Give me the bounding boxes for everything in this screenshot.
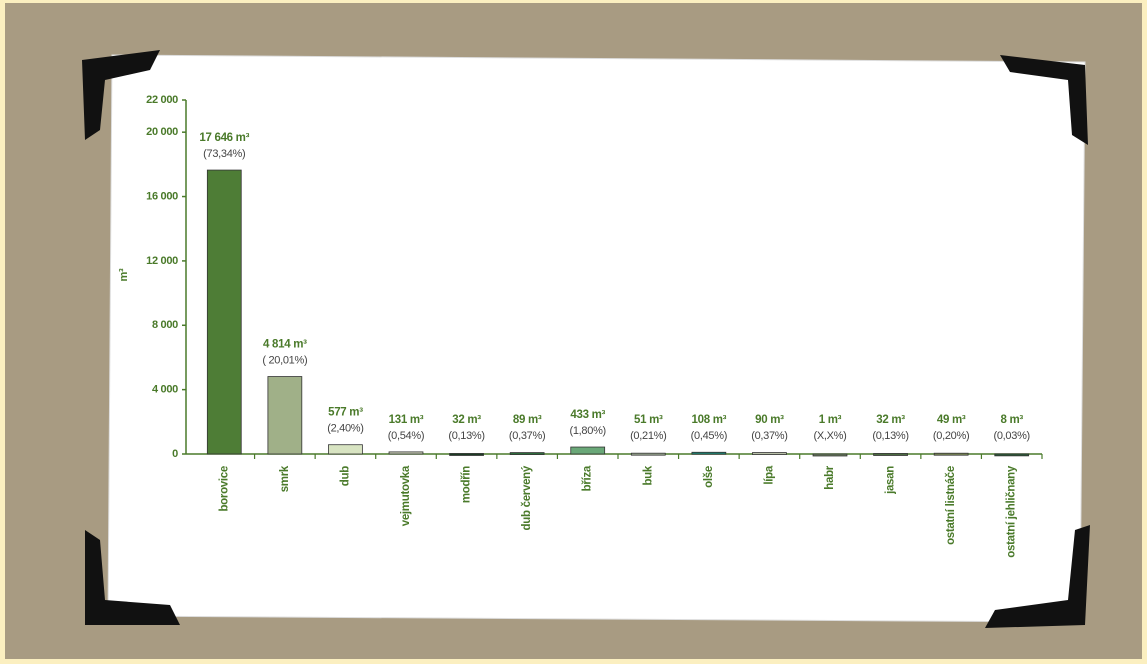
bar xyxy=(449,453,484,456)
x-tick-label: vejmutovka xyxy=(400,465,412,526)
percent-label: (0,03%) xyxy=(994,430,1030,442)
percent-label: (0,13%) xyxy=(872,430,908,442)
bar xyxy=(570,446,606,455)
bar xyxy=(812,453,848,457)
bar xyxy=(267,376,303,455)
value-label: 8 m³ xyxy=(1000,414,1023,426)
y-tick-label: 0 xyxy=(172,448,178,460)
percent-label: (73,34%) xyxy=(203,148,245,160)
value-label: 49 m³ xyxy=(937,414,966,426)
bar xyxy=(509,452,545,455)
value-label: 90 m³ xyxy=(755,414,784,426)
bar xyxy=(691,451,727,455)
corner xyxy=(985,525,1090,628)
y-tick-label: 20 000 xyxy=(146,126,178,138)
value-label: 1 m³ xyxy=(819,414,842,426)
percent-label: (0,37%) xyxy=(509,430,545,442)
percent-label: (2,40%) xyxy=(327,423,363,435)
y-tick-label: 16 000 xyxy=(146,190,178,202)
bar xyxy=(752,452,787,455)
card xyxy=(107,54,1086,623)
bar xyxy=(933,452,969,456)
x-tick-label: habr xyxy=(824,465,836,490)
value-label: 131 m³ xyxy=(389,414,424,426)
value-label: 433 m³ xyxy=(570,409,605,421)
x-tick-label: bříza xyxy=(582,465,594,491)
percent-label: (0,21%) xyxy=(630,430,666,442)
value-label: 32 m³ xyxy=(876,414,905,426)
percent-label: (0,20%) xyxy=(933,430,969,442)
value-label: 89 m³ xyxy=(513,414,542,426)
percent-label: (X,X%) xyxy=(813,430,846,442)
corner xyxy=(82,50,160,140)
x-tick-label: smrk xyxy=(279,465,291,492)
corner xyxy=(1000,55,1088,145)
percent-label: (0,45%) xyxy=(691,430,727,442)
bar xyxy=(328,444,363,455)
value-label: 32 m³ xyxy=(452,414,481,426)
x-tick-label: jasan xyxy=(885,466,897,495)
bar xyxy=(994,453,1030,457)
x-tick-label: dub xyxy=(339,466,351,486)
bar xyxy=(388,451,424,455)
bar xyxy=(873,453,908,456)
percent-label: (0,54%) xyxy=(388,430,424,442)
bar xyxy=(630,452,666,456)
x-tick-label: lípa xyxy=(763,465,775,485)
y-axis-label: m³ xyxy=(118,268,130,281)
y-tick-label: 8 000 xyxy=(152,319,178,331)
x-tick-label: borovice xyxy=(218,466,230,512)
percent-label: (0,13%) xyxy=(448,430,484,442)
y-tick-label: 4 000 xyxy=(152,384,178,396)
percent-label: (0,37%) xyxy=(751,430,787,442)
x-tick-label: ostatní jehličnany xyxy=(1006,465,1018,558)
y-tick-label: 12 000 xyxy=(146,255,178,267)
value-label: 577 m³ xyxy=(328,407,363,419)
value-label: 4 814 m³ xyxy=(263,339,307,351)
x-tick-label: olše xyxy=(703,466,715,488)
x-tick-label: buk xyxy=(642,465,654,485)
percent-label: (1,80%) xyxy=(570,425,606,437)
percent-label: ( 20,01%) xyxy=(262,354,307,366)
value-label: 108 m³ xyxy=(692,414,727,426)
x-tick-label: modřín xyxy=(461,466,473,503)
x-tick-label: ostatní listnáče xyxy=(945,466,957,545)
corner xyxy=(85,530,180,625)
value-label: 17 646 m³ xyxy=(199,132,249,144)
bar xyxy=(206,169,242,455)
x-tick-label: dub červený xyxy=(521,465,533,530)
y-tick-label: 22 000 xyxy=(146,94,178,106)
value-label: 51 m³ xyxy=(634,414,663,426)
